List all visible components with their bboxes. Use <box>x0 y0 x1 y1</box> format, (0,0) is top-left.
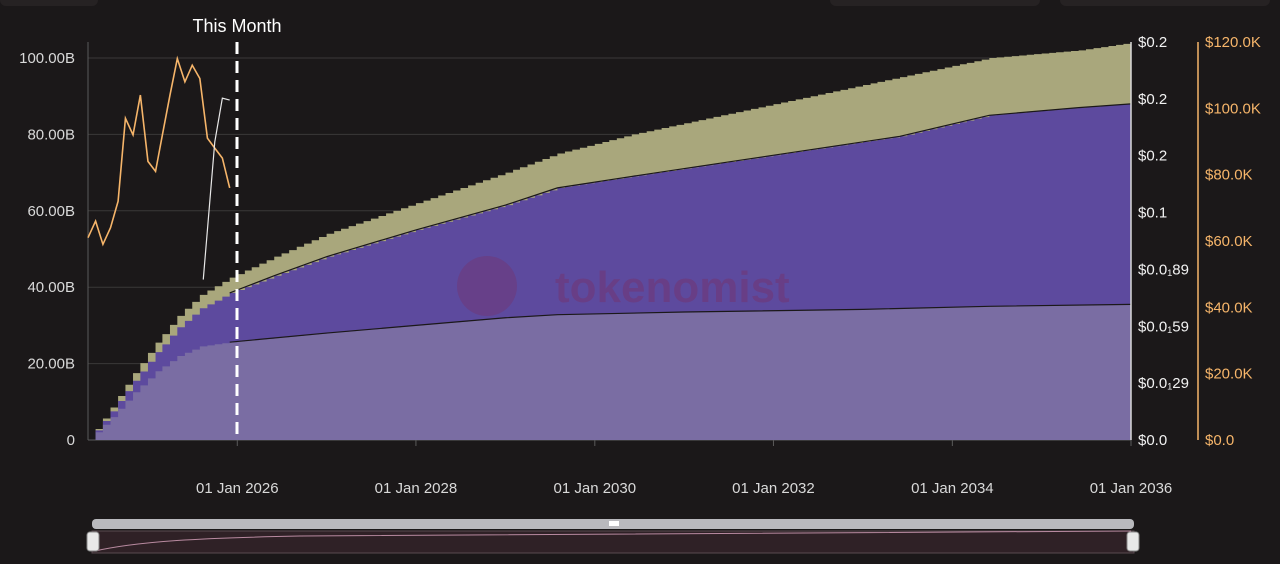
area-boundary-line <box>229 303 1132 343</box>
y-usd-tick-label: $120.0K <box>1205 34 1261 51</box>
scrollbar-grip-icon <box>609 521 619 526</box>
top-tab-middle[interactable] <box>830 0 1040 6</box>
y-price-tick-label: $0.1 <box>1138 205 1167 222</box>
second-line-series <box>202 97 230 280</box>
watermark: tokenomist <box>555 263 790 312</box>
watermark-logo-icon <box>457 256 517 316</box>
y-left-tick-label: 20.00B <box>27 356 75 373</box>
usd-axis-ticks: $0.0 $20.0K $40.0K $60.0K $80.0K $100.0K $120.… <box>1205 34 1261 449</box>
y-usd-tick-label: $20.0K <box>1205 366 1253 383</box>
y-usd-tick-label: $100.0K <box>1205 100 1261 117</box>
range-slider[interactable] <box>86 519 1140 554</box>
y-usd-tick-label: $80.0K <box>1205 167 1253 184</box>
x-tick-label: 01 Jan 2032 <box>732 480 815 497</box>
x-tick-label: 01 Jan 2030 <box>554 480 637 497</box>
y-price-tick-label: $0.2 <box>1138 91 1167 108</box>
y-price-tick-label: $0.0₁59 <box>1138 318 1189 335</box>
y-usd-tick-label: $40.0K <box>1205 299 1253 316</box>
y-price-tick-label: $0.2 <box>1138 148 1167 165</box>
top-tab-left[interactable] <box>0 0 98 6</box>
price-line-series <box>87 55 231 247</box>
y-left-tick-label: 100.00B <box>19 50 75 67</box>
y-price-tick-label: $0.2 <box>1138 34 1167 51</box>
price-axis-ticks: $0.0 $0.0₁29 $0.0₁59 $0.0₁89 $0.1 $0.2 $0.2 $0.… <box>1138 34 1189 449</box>
area-series-base <box>88 304 1131 440</box>
x-axis-ticks: 01 Jan 2026 01 Jan 2028 01 Jan 2030 01 Jan … <box>196 480 1172 497</box>
top-tab-right[interactable] <box>1060 0 1270 6</box>
y-left-tick-label: 60.00B <box>27 203 75 220</box>
y-price-tick-label: $0.0 <box>1138 432 1167 449</box>
slider-handle-left[interactable] <box>86 531 100 552</box>
supply-areas <box>88 42 1132 440</box>
x-tick-label: 01 Jan 2026 <box>196 480 279 497</box>
y-left-tick-label: 0 <box>67 432 75 449</box>
x-tick-label: 01 Jan 2036 <box>1090 480 1173 497</box>
y-usd-tick-label: $60.0K <box>1205 233 1253 250</box>
area-boundary-line <box>229 103 1132 294</box>
y-left-tick-label: 40.00B <box>27 279 75 296</box>
left-axis-ticks: 0 20.00B 40.00B 60.00B 80.00B 100.00B <box>19 50 75 449</box>
y-usd-tick-label: $0.0 <box>1205 432 1234 449</box>
this-month-label: This Month <box>192 16 281 36</box>
slider-handle-right[interactable] <box>1126 531 1140 552</box>
x-tick-label: 01 Jan 2034 <box>911 480 994 497</box>
y-price-tick-label: $0.0₁89 <box>1138 261 1189 278</box>
y-left-tick-label: 80.00B <box>27 126 75 143</box>
y-price-tick-label: $0.0₁29 <box>1138 375 1189 392</box>
x-tick-label: 01 Jan 2028 <box>375 480 458 497</box>
price-lines <box>87 55 231 280</box>
